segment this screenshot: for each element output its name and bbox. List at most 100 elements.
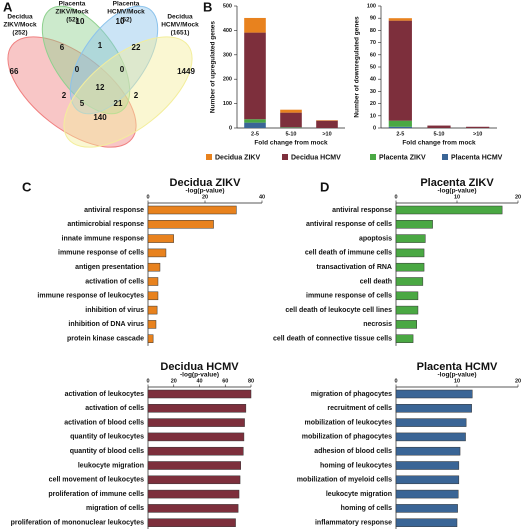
venn-set-label: Placenta [59,1,86,8]
venn-count: 12 [96,83,105,92]
bar [395,518,458,527]
chart-title: Placenta ZIKV [420,177,494,189]
bar [147,518,236,527]
bar [395,489,459,499]
venn-count: 0 [120,65,125,74]
y-tick-label: 50 [370,64,376,70]
bar [395,277,424,286]
legend-label: Placenta ZIKV [379,154,426,161]
category-label: innate immune response [62,235,145,242]
x-tick-label: 20 [515,194,521,200]
bar [147,248,167,258]
category-label: antiviral response of cells [306,221,392,228]
venn-count: 2 [134,91,139,100]
bar [147,205,237,215]
bar [395,475,460,485]
bar [395,446,461,456]
bar [395,404,472,413]
legend-swatch [370,154,376,160]
venn-set-label: HCMV/Mock [161,22,199,29]
venn-set-label: Decidua [167,14,193,21]
x-axis-label: -log(p-value) [180,372,219,379]
x-tick-label: 40 [259,194,265,200]
y-tick-label: 300 [223,52,232,58]
x-axis-label: Fold change from mock [254,140,328,147]
x-axis-label: -log(p-value) [438,372,477,379]
venn-count: 140 [93,113,107,122]
category-label: quantity of blood cells [70,448,144,455]
bar [147,461,241,470]
category-label: cell movement of leukocytes [49,477,144,484]
bar [395,504,458,513]
chart-title: Placenta HCMV [417,361,498,373]
x-tick-label: 40 [196,378,202,384]
panel-label: D [320,179,329,194]
bar [147,432,245,442]
venn-count: 22 [132,43,141,52]
x-tick-label: 0 [394,194,397,200]
bar-segment [316,120,338,128]
venn-count: 10 [76,17,85,26]
bar [147,277,159,286]
venn-count: 2 [62,91,67,100]
venn-count: 10 [116,17,125,26]
panel-label: A [3,0,13,14]
bar [147,418,245,427]
bar-segment [280,112,302,128]
x-tick-label: >10 [473,131,482,137]
venn-set-label: ZIKV/Mock [3,22,37,29]
x-tick-label: 2-5 [396,131,404,137]
category-label: leukocyte migration [326,491,392,498]
y-axis-label: Number of downregulated genes [354,16,361,118]
venn-count: 21 [114,99,123,108]
venn-set [41,5,131,115]
y-tick-label: 70 [370,40,376,46]
bar-segment [388,126,412,128]
y-tick-label: 100 [223,101,232,107]
category-label: antimicrobial response [67,221,144,228]
venn-set-label: (52) [120,17,132,24]
x-tick-label: 2-5 [251,131,259,137]
category-label: apoptosis [359,235,392,242]
x-tick-label: 0 [394,378,397,384]
bar [147,404,247,413]
category-label: inhibition of DNA virus [68,321,144,328]
bar [147,475,241,485]
chart-title: Decidua HCMV [160,361,239,373]
y-tick-label: 10 [370,113,376,119]
x-tick-label: 80 [248,378,254,384]
category-label: necrosis [363,321,392,328]
bar-segment [244,32,266,120]
venn-set-label: ZIKV/Mock [55,9,89,16]
bar [147,489,240,499]
bar-segment [280,109,302,113]
x-tick-label: 20 [515,378,521,384]
category-label: immune response of cells [306,293,392,300]
y-tick-label: 20 [370,101,376,107]
bar-segment [427,125,451,128]
bar [147,220,214,229]
category-label: inflammatory response [315,520,392,527]
category-label: proliferation of immune cells [48,491,144,498]
bar [395,248,425,258]
x-tick-label: 5-10 [285,131,296,137]
category-label: antiviral response [332,207,392,214]
category-label: activation of blood cells [64,419,144,426]
bar [395,205,503,215]
bar-segment [244,119,266,123]
category-label: cell death of leukocyte cell lines [285,307,392,314]
chart-title: Decidua ZIKV [170,177,242,189]
bar [147,262,161,272]
bar [395,418,467,427]
bar [395,432,466,442]
category-label: immune response of cells [58,250,144,257]
legend-label: Decidua HCMV [291,154,341,161]
venn-set-label: Decidua [7,14,33,21]
bar-segment [244,17,266,33]
category-label: homing of leukocytes [320,462,392,469]
category-label: migration of cells [86,505,144,512]
category-label: protein kinase cascade [67,336,144,343]
category-label: homing of cells [341,505,392,512]
x-tick-label: 0 [146,194,149,200]
